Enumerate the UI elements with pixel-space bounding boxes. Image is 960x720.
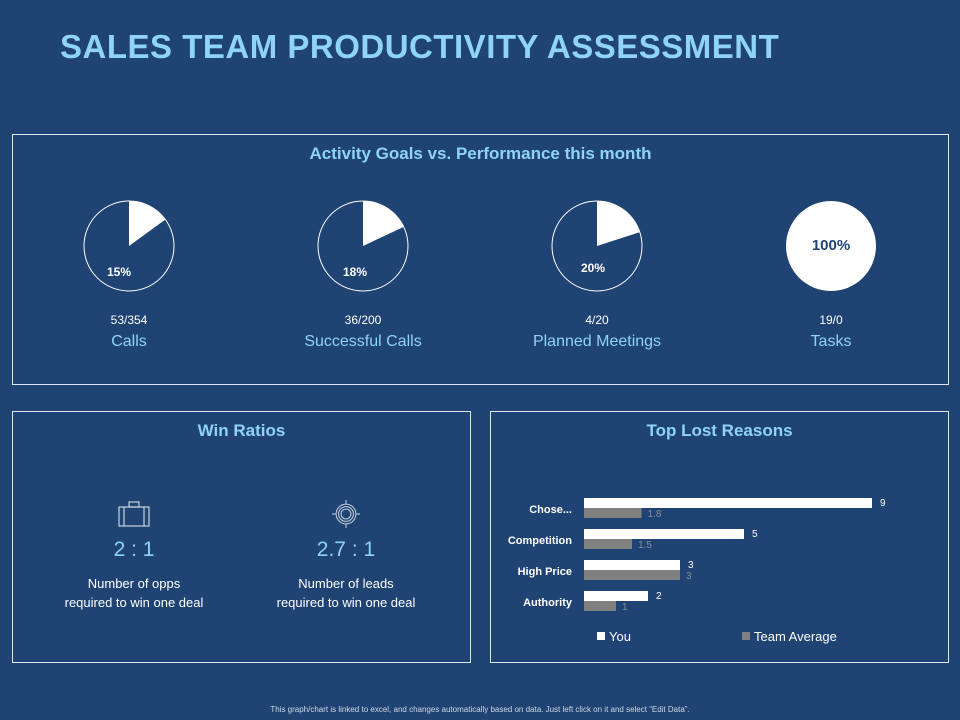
metric-label: Successful Calls — [304, 333, 422, 350]
win-ratios-title: Win Ratios — [197, 421, 286, 440]
metric-label: Planned Meetings — [532, 333, 662, 350]
pie-percent: 18% — [343, 265, 367, 279]
activity-title: Activity Goals vs. Performance this mont… — [309, 144, 652, 163]
footer-note: This graph/chart is linked to excel, and… — [270, 705, 690, 714]
pie-fill — [363, 201, 404, 246]
pie-percent: 15% — [107, 265, 131, 279]
pie-fill — [597, 201, 640, 246]
page-title: SALES TEAM PRODUCTIVITY ASSESSMENT — [60, 28, 780, 65]
win-ratio-leads: 2.7 : 1 Number of leads required to win … — [236, 500, 456, 612]
metric-label: Tasks — [810, 333, 852, 350]
metric-tasks: 19/0 Tasks — [731, 313, 931, 351]
metric-fraction: 4/20 — [585, 313, 609, 327]
pie-percent: 20% — [581, 261, 605, 275]
ratio-value: 2.7 : 1 — [316, 538, 376, 561]
progress-pie: 15% — [83, 200, 175, 292]
ratio-desc-line1: Number of opps — [87, 576, 181, 591]
metric-calls: 53/354 Calls — [29, 313, 229, 351]
metric-fraction: 36/200 — [344, 313, 382, 327]
progress-pie: 18% — [317, 200, 409, 292]
metric-fraction: 53/354 — [110, 313, 148, 327]
lost-reasons-panel: Top Lost Reasons — [490, 411, 949, 663]
win-ratios-panel: Win Ratios — [12, 411, 471, 663]
pie-fill — [129, 201, 166, 246]
metric-label: Calls — [111, 333, 147, 350]
ratio-desc-line2: required to win one deal — [64, 595, 204, 610]
progress-pie: 20% — [551, 200, 643, 292]
metric-fraction: 19/0 — [819, 313, 843, 327]
activity-panel: Activity Goals vs. Performance this mont… — [12, 134, 949, 385]
progress-pie: 100% — [785, 200, 877, 292]
win-ratio-opps: 2 : 1 Number of opps required to win one… — [24, 500, 244, 612]
pie-fill — [786, 201, 876, 291]
pie-percent: 100% — [812, 237, 850, 254]
metric-successful-calls: 36/200 Successful Calls — [263, 313, 463, 351]
target-icon — [332, 500, 360, 528]
ratio-desc-line2: required to win one deal — [276, 595, 416, 610]
ratio-desc-line1: Number of leads — [298, 576, 394, 591]
briefcase-icon — [118, 501, 150, 527]
ratio-value: 2 : 1 — [113, 538, 155, 561]
lost-reasons-title: Top Lost Reasons — [646, 421, 793, 440]
metric-planned-meetings: 4/20 Planned Meetings — [497, 313, 697, 351]
